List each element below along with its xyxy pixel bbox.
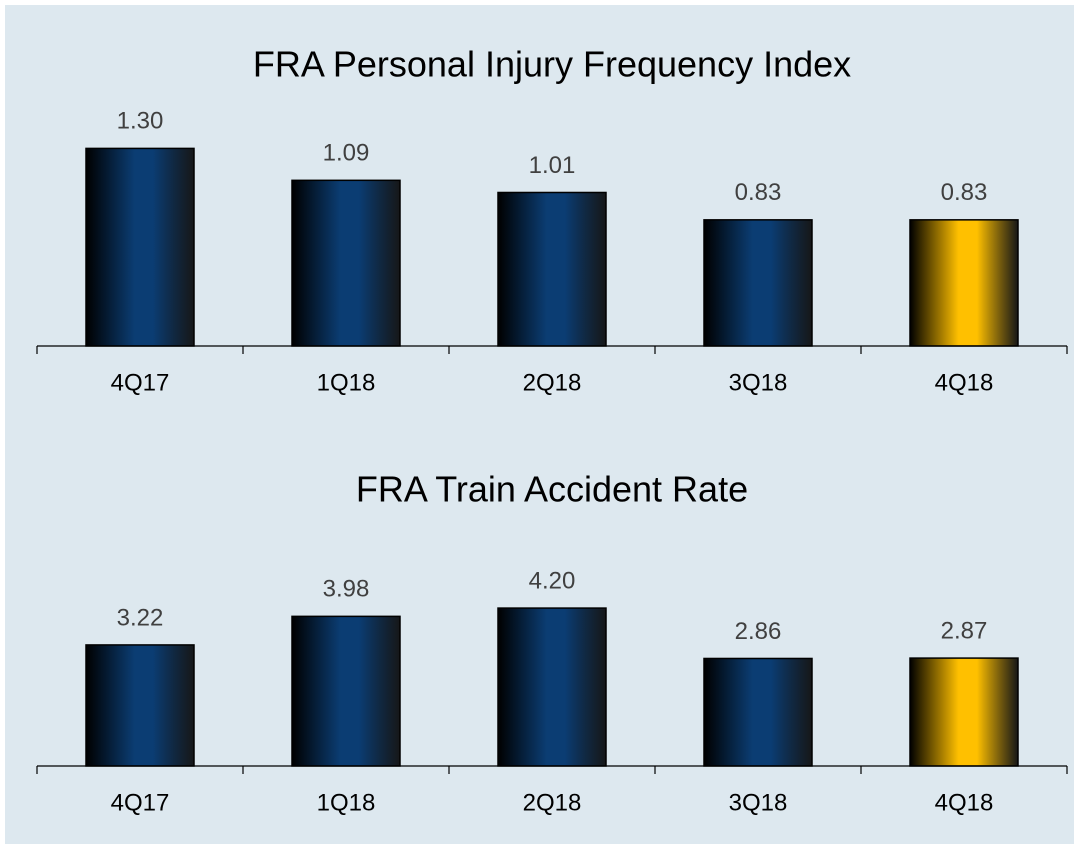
x-tick-label: 4Q17	[111, 369, 170, 396]
value-label: 0.83	[941, 179, 988, 206]
value-label: 1.01	[529, 152, 576, 179]
x-tick-label: 4Q17	[111, 789, 170, 816]
value-label: 1.09	[323, 140, 370, 167]
bar	[85, 147, 195, 347]
x-tick-label: 4Q18	[935, 789, 994, 816]
value-label: 4.20	[529, 567, 576, 594]
x-tick-label: 1Q18	[317, 789, 376, 816]
bar	[909, 219, 1019, 347]
x-tick-label: 3Q18	[729, 369, 788, 396]
x-tick-label: 3Q18	[729, 789, 788, 816]
x-tick-label: 2Q18	[523, 369, 582, 396]
bar	[85, 644, 195, 767]
x-tick-label: 1Q18	[317, 369, 376, 396]
value-label: 2.86	[735, 618, 782, 645]
x-tick-label: 2Q18	[523, 789, 582, 816]
bar	[497, 191, 607, 347]
chart-title: FRA Train Accident Rate	[356, 469, 748, 510]
bar	[291, 615, 401, 767]
value-label: 0.83	[735, 179, 782, 206]
value-label: 2.87	[941, 617, 988, 644]
value-label: 3.22	[117, 604, 164, 631]
chart-title: FRA Personal Injury Frequency Index	[253, 44, 851, 85]
bar	[703, 219, 813, 347]
value-label: 3.98	[323, 576, 370, 603]
bar	[703, 657, 813, 767]
bar	[497, 607, 607, 767]
value-label: 1.30	[117, 108, 164, 135]
bar	[909, 657, 1019, 767]
bar	[291, 179, 401, 347]
x-tick-label: 4Q18	[935, 369, 994, 396]
